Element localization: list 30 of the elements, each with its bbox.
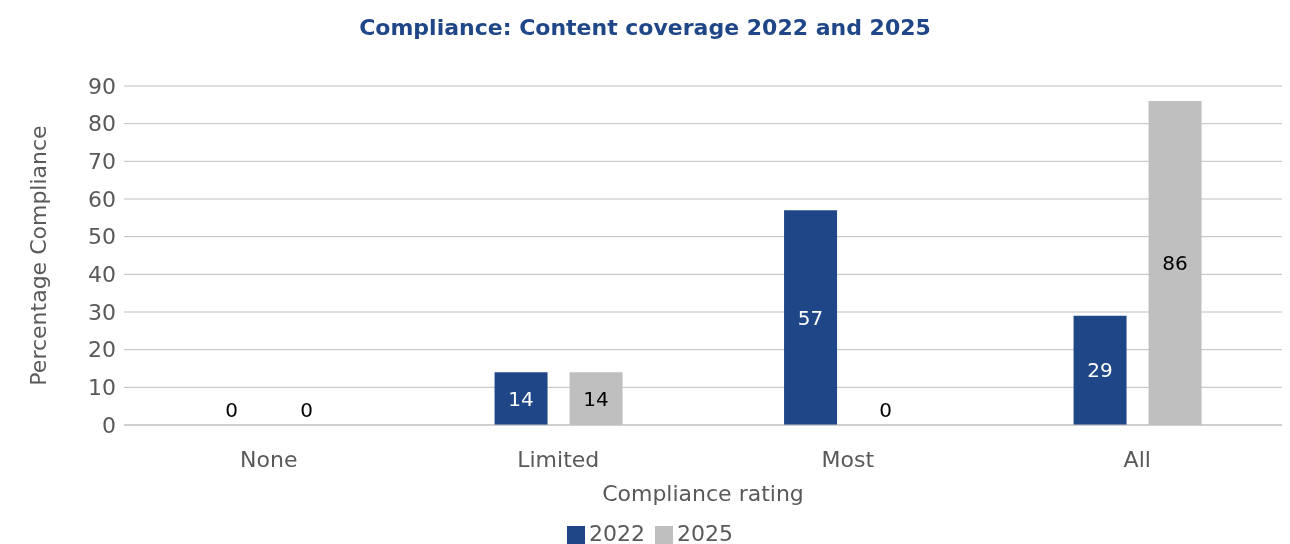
y-tick-label: 80 <box>88 111 116 137</box>
bar <box>494 372 548 425</box>
data-label: 57 <box>797 305 824 330</box>
x-tick-label: Limited <box>517 446 600 472</box>
x-axis-title: Compliance rating <box>602 481 804 506</box>
y-tick-label: 0 <box>102 412 116 438</box>
y-tick-label: 90 <box>88 73 116 99</box>
y-tick-label: 50 <box>88 224 116 250</box>
bar <box>1073 315 1127 425</box>
y-tick-label: 40 <box>88 262 116 288</box>
x-tick-label: Most <box>821 446 875 472</box>
y-axis-title: Percentage Compliance <box>25 125 51 386</box>
data-label: 14 <box>583 386 609 411</box>
data-label: 0 <box>300 397 313 422</box>
data-label: 29 <box>1087 358 1113 383</box>
y-tick-label: 30 <box>88 299 116 325</box>
bar <box>784 210 838 425</box>
legend-label: 2025 <box>677 521 733 544</box>
data-label: 86 <box>1162 251 1188 276</box>
y-tick-label: 70 <box>88 149 116 175</box>
x-tick-label: All <box>1123 446 1151 472</box>
data-label: 0 <box>225 397 238 422</box>
data-label: 14 <box>508 386 534 411</box>
y-tick-label: 10 <box>88 375 116 401</box>
chart-title: Compliance: Content coverage 2022 and 2025 <box>358 14 932 42</box>
legend-label: 2022 <box>589 521 645 544</box>
data-label: 0 <box>879 397 892 422</box>
y-tick-label: 60 <box>88 186 116 212</box>
y-tick-label: 20 <box>88 337 116 363</box>
x-tick-label: None <box>240 446 298 472</box>
